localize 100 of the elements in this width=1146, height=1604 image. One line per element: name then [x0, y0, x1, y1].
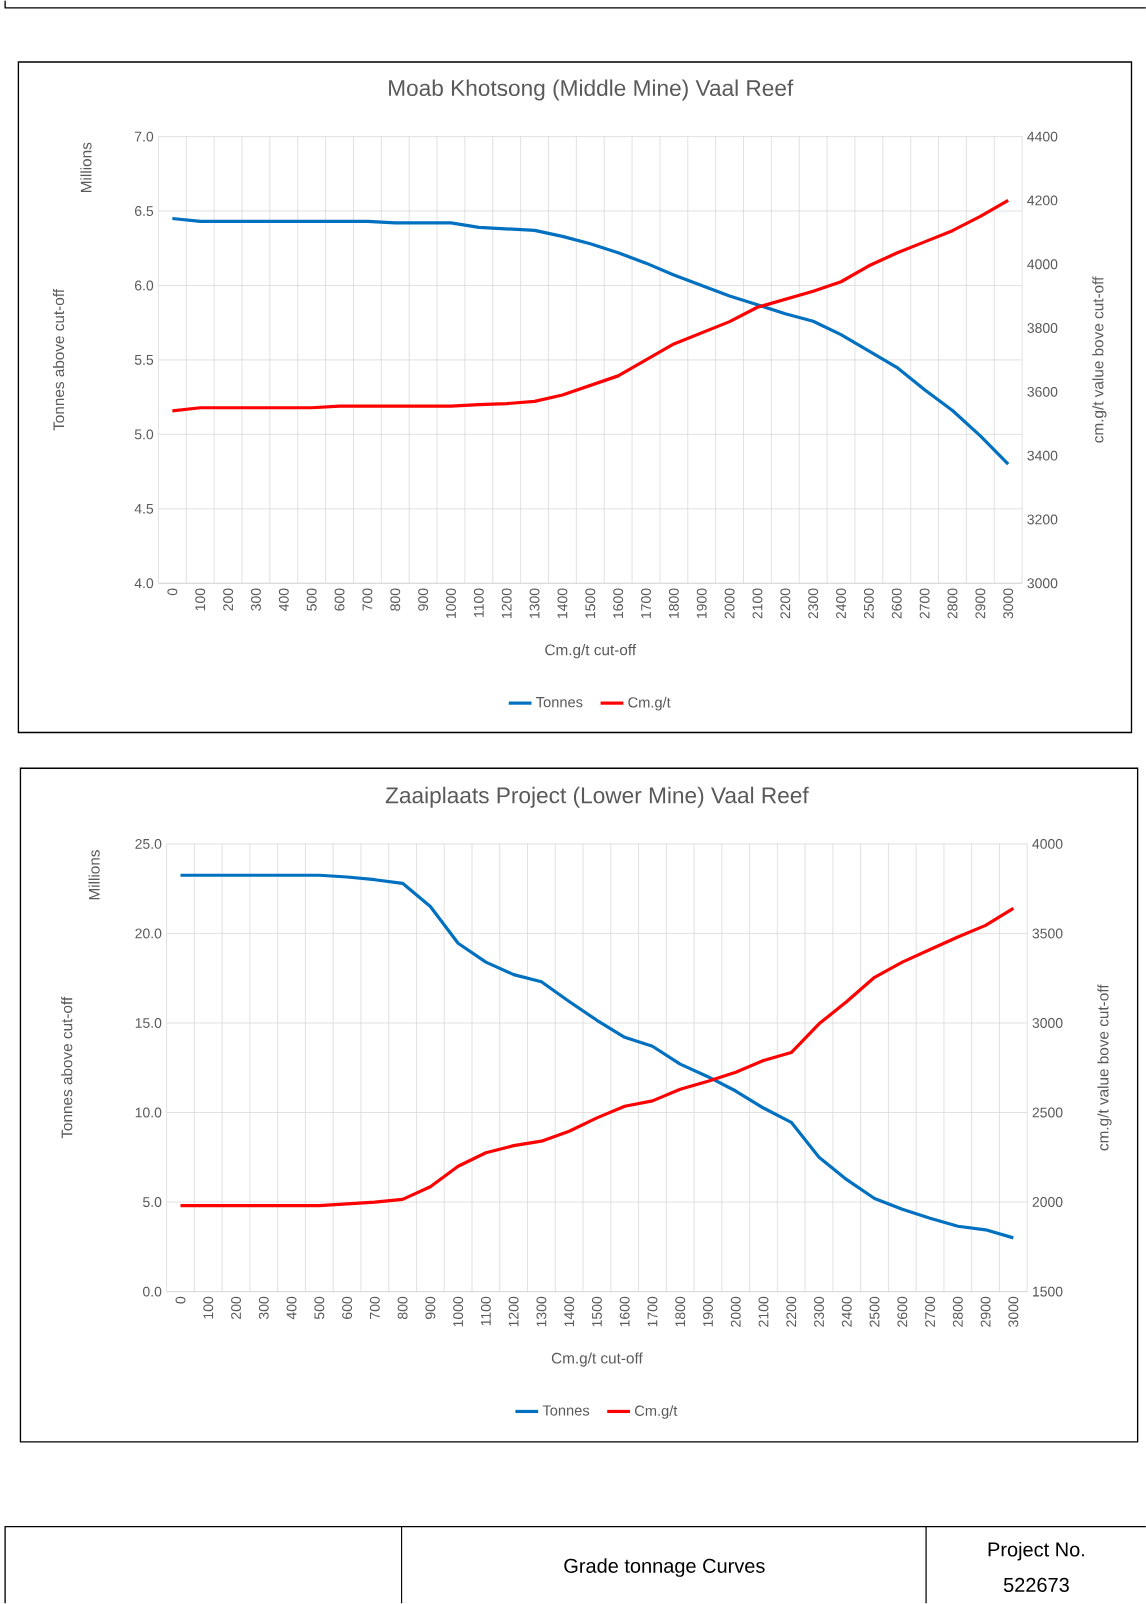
- x-tick-label: 1000: [445, 588, 456, 618]
- x-tick-label: 1700: [640, 588, 651, 618]
- x-tick-label: 2800: [952, 1296, 963, 1327]
- text: Grade tonnage Curves: [564, 1558, 765, 1577]
- x-tick-label: 1600: [612, 588, 623, 618]
- x-tick-label: 100: [203, 1296, 213, 1319]
- x-tick-label: 1700: [647, 1296, 658, 1327]
- x-tick-label: 800: [390, 588, 400, 611]
- x-tick-label: 1100: [480, 1296, 491, 1326]
- x-tick-label: 700: [362, 588, 373, 611]
- x-tick-label: 2200: [786, 1296, 796, 1327]
- y2-tick-label: 2000: [1032, 1197, 1063, 1208]
- x-tick-label: 1300: [529, 588, 540, 618]
- x-tick-label: 2700: [919, 588, 930, 619]
- x-tick-label: 2100: [752, 588, 763, 619]
- x-tick-label: 2300: [808, 588, 818, 619]
- text: Millions: [80, 142, 92, 192]
- y-tick-label: 4.0: [134, 578, 153, 589]
- x-tick-label: 2300: [813, 1296, 824, 1327]
- x-tick-label: 3000: [1003, 588, 1013, 619]
- x-axis-title: Cm.g/t cut-off: [551, 1352, 643, 1367]
- text: 522673: [1003, 1577, 1069, 1592]
- y-tick-label: 15.0: [135, 1018, 162, 1028]
- x-tick-label: 1900: [696, 588, 707, 618]
- x-tick-label: 500: [314, 1296, 325, 1320]
- x-tick-label: 2200: [780, 588, 791, 619]
- y-tick-label: 10.0: [135, 1107, 162, 1118]
- legend-label: Tonnes: [542, 1405, 589, 1416]
- x-tick-label: 0: [175, 1296, 186, 1304]
- x-tick-label: 1800: [675, 1296, 685, 1327]
- y-tick-label: 4.5: [134, 503, 153, 514]
- y2-tick-label: 1500: [1032, 1286, 1063, 1297]
- x-tick-label: 500: [306, 588, 317, 611]
- legend-label: Cm.g/t: [628, 696, 671, 711]
- y2-tick-label: 4200: [1026, 195, 1058, 206]
- x-tick-label: 300: [258, 1296, 269, 1320]
- x-tick-label: 2400: [841, 1296, 852, 1327]
- x-tick-label: 1900: [702, 1296, 713, 1327]
- y-tick-label: 7.0: [134, 131, 153, 142]
- x-tick-label: 2800: [947, 588, 958, 619]
- x-tick-label: 1000: [452, 1296, 463, 1327]
- x-tick-label: 2500: [869, 1296, 880, 1327]
- x-tick-label: 2700: [924, 1296, 935, 1327]
- x-tick-label: 1400: [557, 588, 568, 618]
- x-tick-label: 200: [222, 588, 233, 611]
- x-tick-label: 2500: [863, 588, 874, 619]
- x-tick-label: 400: [278, 588, 289, 611]
- y-tick-label: 6.0: [134, 280, 153, 291]
- y2-tick-label: 3200: [1027, 514, 1058, 525]
- x-tick-label: 300: [250, 588, 261, 611]
- x-tick-label: 800: [397, 1296, 408, 1320]
- text: Millions: [88, 850, 100, 900]
- x-tick-label: 3000: [1008, 1296, 1019, 1327]
- x-tick-label: 400: [286, 1296, 297, 1320]
- x-tick-label: 2100: [758, 1296, 769, 1327]
- y-tick-label: 25.0: [135, 838, 162, 849]
- x-tick-label: 1800: [668, 588, 679, 618]
- y2-tick-label: 4400: [1026, 131, 1058, 142]
- x-tick-label: 1600: [619, 1296, 630, 1327]
- y2-tick-label: 3000: [1032, 1018, 1063, 1028]
- x-tick-label: 2400: [835, 588, 846, 619]
- x-tick-label: 1300: [536, 1296, 547, 1327]
- y2-tick-label: 4000: [1032, 838, 1063, 849]
- x-tick-label: 700: [369, 1296, 380, 1319]
- x-tick-label: 600: [341, 1296, 352, 1319]
- x-tick-label: 1500: [591, 1296, 602, 1327]
- y-axis-title: Tonnes above cut-off: [60, 996, 73, 1139]
- chart-title: Zaaiplaats Project (Lower Mine) Vaal Reef: [385, 786, 809, 808]
- x-tick-label: 100: [195, 588, 205, 611]
- text: Project No.: [988, 1541, 1084, 1561]
- y2-tick-label: 3400: [1027, 450, 1058, 461]
- x-tick-label: 1100: [473, 588, 484, 617]
- y2-axis-title: cm.g/t value bove cut-off: [1092, 276, 1107, 443]
- y-tick-label: 5.0: [142, 1197, 162, 1208]
- x-tick-label: 1400: [564, 1296, 574, 1327]
- x-tick-label: 2000: [730, 1296, 741, 1327]
- x-tick-label: 200: [230, 1296, 241, 1319]
- x-axis-title: Cm.g/t cut-off: [545, 644, 636, 659]
- y-axis-title: Tonnes above cut-off: [52, 288, 64, 431]
- x-tick-label: 2600: [891, 588, 902, 619]
- y2-tick-label: 4000: [1026, 259, 1058, 270]
- y2-tick-label: 3000: [1027, 578, 1058, 589]
- x-tick-label: 2000: [724, 588, 735, 619]
- y2-tick-label: 3800: [1027, 323, 1058, 333]
- y-tick-label: 5.0: [134, 429, 153, 440]
- x-tick-label: 1500: [585, 588, 596, 618]
- x-tick-label: 900: [417, 588, 428, 611]
- y2-tick-label: 3600: [1027, 386, 1058, 397]
- x-tick-label: 0: [167, 588, 178, 596]
- x-tick-label: 2900: [975, 588, 986, 619]
- chart-title: Moab Khotsong (Middle Mine) Vaal Reef: [388, 79, 794, 101]
- y-tick-label: 0.0: [142, 1286, 162, 1297]
- y-tick-label: 5.5: [134, 355, 153, 365]
- y-tick-label: 6.5: [134, 206, 153, 216]
- y-tick-label: 20.0: [135, 928, 162, 939]
- legend-label: Tonnes: [535, 697, 583, 708]
- x-tick-label: 1200: [501, 588, 512, 618]
- y2-tick-label: 2500: [1032, 1107, 1063, 1118]
- legend-label: Cm.g/t: [634, 1405, 678, 1419]
- x-tick-label: 2900: [980, 1296, 991, 1327]
